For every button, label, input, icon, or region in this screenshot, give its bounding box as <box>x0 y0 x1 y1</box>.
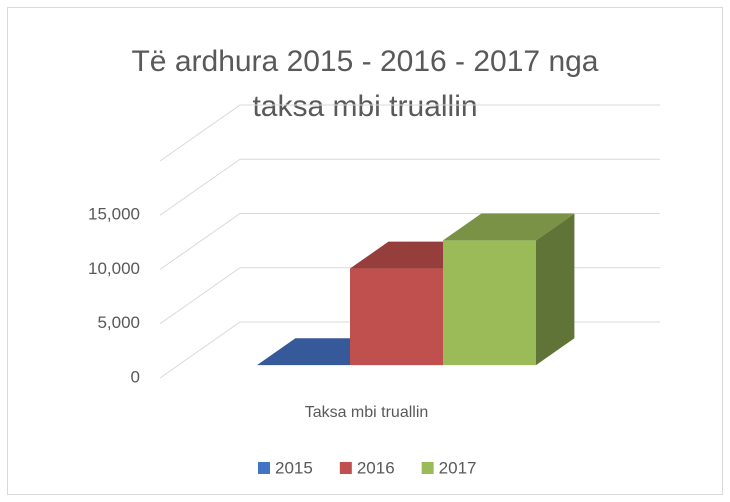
grid-line <box>159 104 660 162</box>
y-tick-label: 10,000 <box>88 259 140 278</box>
bar <box>443 213 575 366</box>
legend-swatch <box>421 462 434 474</box>
legend-swatch <box>339 462 352 474</box>
bar-front <box>443 240 536 366</box>
legend-label: 2017 <box>439 458 477 477</box>
bar-side <box>536 213 575 366</box>
grid-line <box>159 158 660 216</box>
legend-swatch <box>258 462 270 474</box>
chart-title: Të ardhura 2015 - 2016 - 2017 nga <box>131 45 598 78</box>
y-tick-label: 15,000 <box>88 205 140 224</box>
chart-title: taksa mbi truallin <box>252 90 477 123</box>
legend-label: 2015 <box>275 458 313 477</box>
legend-label: 2016 <box>357 458 395 477</box>
chart-frame <box>7 7 723 495</box>
bar-top <box>443 213 575 241</box>
y-tick-label: 5,000 <box>97 313 140 332</box>
y-tick-label: 0 <box>131 367 140 386</box>
x-tick-label: Taksa mbi truallin <box>305 404 429 421</box>
bar-front <box>350 268 443 366</box>
